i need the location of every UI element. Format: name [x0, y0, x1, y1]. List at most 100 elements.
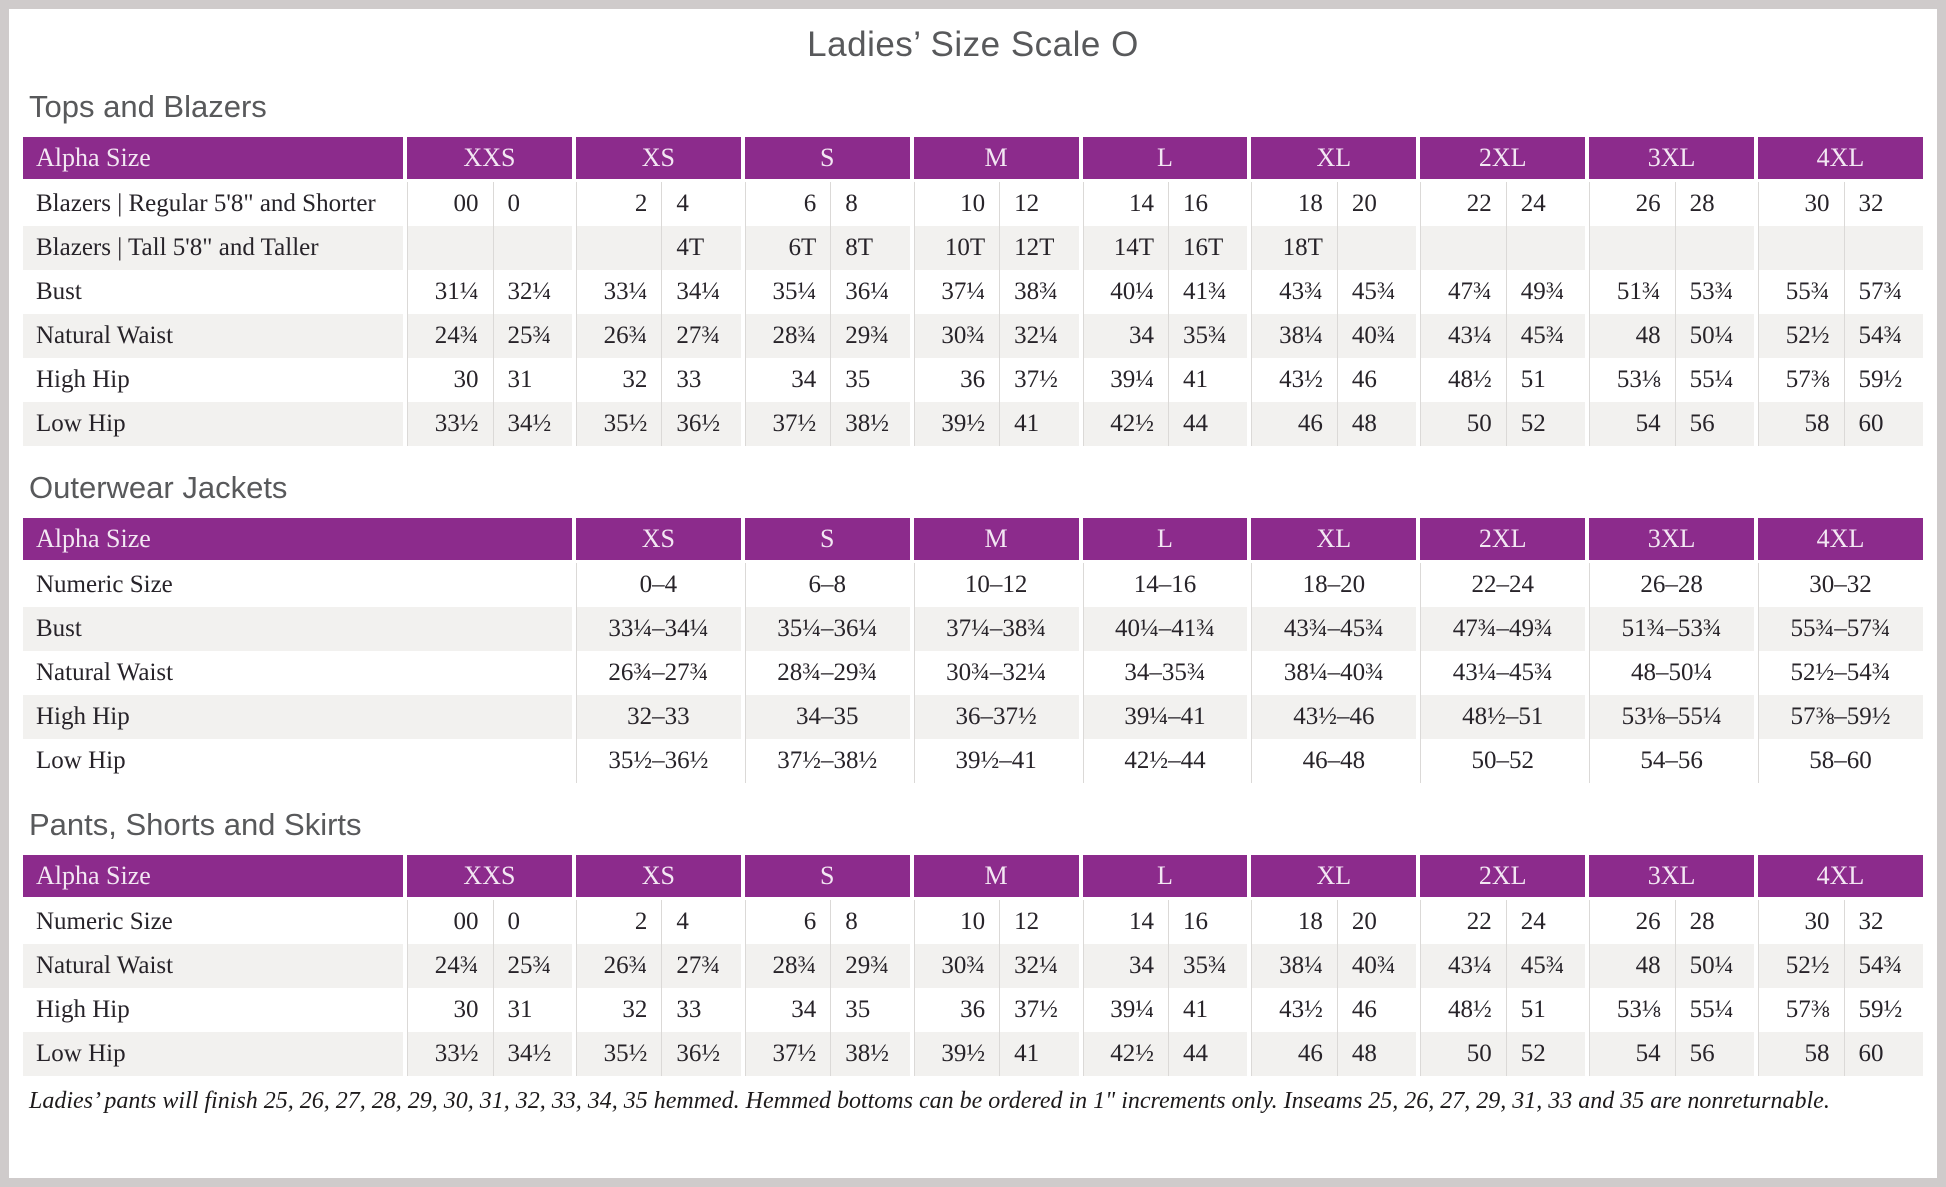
size-value-cell: 57¾ [1843, 270, 1923, 314]
size-value-cell: 45¾ [1336, 270, 1417, 314]
size-value-cell: 52 [1505, 402, 1586, 446]
size-value-cell: 35 [830, 358, 910, 402]
size-value-cell: 10 [909, 182, 1000, 226]
size-value-cell: 12 [999, 182, 1079, 226]
size-value-cell: 6T [740, 226, 831, 270]
size-value-cell: 48½ [1416, 988, 1506, 1032]
size-value-cell: 12 [999, 900, 1079, 944]
size-value-cell: 36 [909, 988, 1000, 1032]
size-value-cell: 43¼–45¾ [1416, 651, 1586, 695]
size-value-cell: 8 [830, 182, 910, 226]
table-row: Numeric Size 00 0 2 4 6 8 10 12 14 16 18 20 22 24 26 28 3… [23, 900, 1923, 944]
size-value-cell: 58–60 [1754, 739, 1923, 783]
size-value-cell: 57⅜ [1754, 988, 1844, 1032]
size-value-cell: 36½ [661, 1032, 741, 1076]
size-table-tops: Alpha Size XXS XS S M L XL 2XL 3XL 4XL Blazers | R… [23, 137, 1923, 446]
size-value-cell: 36½ [661, 402, 741, 446]
size-value-cell: 24 [1505, 900, 1586, 944]
size-column-header: S [740, 518, 910, 563]
size-value-cell: 57⅜ [1754, 358, 1844, 402]
size-value-cell [492, 226, 572, 270]
size-value-cell: 37½ [740, 1032, 831, 1076]
tables-container: Tops and Blazers Alpha Size XXS XS S M L XL 2XL 3… [23, 89, 1923, 1076]
size-value-cell: 2 [571, 900, 662, 944]
size-value-cell: 34½ [492, 1032, 572, 1076]
row-label: Natural Waist [23, 314, 403, 358]
size-value-cell: 25¾ [492, 944, 572, 988]
size-column-header: 3XL [1585, 137, 1754, 182]
size-value-cell: 28¾ [740, 314, 831, 358]
row-label: Numeric Size [23, 900, 403, 944]
table-row: Natural Waist 24¾ 25¾ 26¾ 27¾ 28¾ 29¾ 30¾ 32¼ 34 3… [23, 314, 1923, 358]
size-value-cell: 54¾ [1843, 944, 1923, 988]
size-value-cell: 31 [492, 358, 572, 402]
size-value-cell: 54 [1585, 402, 1675, 446]
size-value-cell: 34 [1078, 314, 1168, 358]
size-value-cell: 24 [1505, 182, 1586, 226]
size-value-cell: 24¾ [403, 944, 493, 988]
size-value-cell: 35½–36½ [571, 739, 741, 783]
row-label: Bust [23, 607, 572, 651]
size-value-cell: 14T [1078, 226, 1168, 270]
size-value-cell: 38½ [830, 402, 910, 446]
size-value-cell: 6 [740, 900, 831, 944]
size-value-cell: 14 [1078, 900, 1168, 944]
size-value-cell: 18 [1247, 182, 1337, 226]
size-value-cell: 39¼ [1078, 358, 1168, 402]
size-value-cell: 56 [1674, 1032, 1754, 1076]
size-value-cell: 48½ [1416, 358, 1506, 402]
size-value-cell: 58 [1754, 402, 1844, 446]
size-value-cell: 43¾–45¾ [1247, 607, 1417, 651]
row-label: High Hip [23, 988, 403, 1032]
size-value-cell: 30 [403, 988, 493, 1032]
size-value-cell: 50–52 [1416, 739, 1586, 783]
size-column-header: 4XL [1754, 855, 1923, 900]
size-value-cell [1505, 226, 1586, 270]
size-value-cell: 35½ [571, 402, 662, 446]
size-value-cell [1416, 226, 1506, 270]
size-value-cell: 30¾–32¼ [909, 651, 1079, 695]
row-label: High Hip [23, 358, 403, 402]
size-value-cell: 26¾ [571, 944, 662, 988]
size-value-cell: 30¾ [909, 944, 1000, 988]
size-value-cell: 55¼ [1674, 988, 1754, 1032]
table-row: High Hip 32–33 34–35 36–37½ 39¼–41 43½–46 48½–… [23, 695, 1923, 739]
size-value-cell: 36 [909, 358, 1000, 402]
size-value-cell: 42½–44 [1078, 739, 1248, 783]
size-table-pants: Alpha Size XXS XS S M L XL 2XL 3XL 4XL Numeric Siz… [23, 855, 1923, 1076]
size-value-cell: 32–33 [571, 695, 741, 739]
row-label: Blazers | Tall 5'8" and Taller [23, 226, 403, 270]
size-value-cell: 4T [661, 226, 741, 270]
size-value-cell: 54–56 [1585, 739, 1755, 783]
size-value-cell: 35¾ [1168, 944, 1248, 988]
size-column-header: M [909, 518, 1079, 563]
size-value-cell: 35½ [571, 1032, 662, 1076]
size-value-cell: 20 [1336, 900, 1417, 944]
size-value-cell: 16 [1168, 182, 1248, 226]
size-value-cell: 33 [661, 358, 741, 402]
size-value-cell: 30 [403, 358, 493, 402]
alpha-size-header: Alpha Size [23, 855, 403, 900]
size-value-cell: 32 [1843, 182, 1923, 226]
size-value-cell: 26¾ [571, 314, 662, 358]
size-value-cell: 18 [1247, 900, 1337, 944]
size-value-cell: 42½ [1078, 402, 1168, 446]
size-value-cell: 54 [1585, 1032, 1675, 1076]
size-value-cell: 30–32 [1754, 563, 1923, 607]
size-value-cell: 22 [1416, 900, 1506, 944]
size-value-cell: 28 [1674, 900, 1754, 944]
size-value-cell: 35¼–36¼ [740, 607, 910, 651]
size-value-cell: 26 [1585, 900, 1675, 944]
size-value-cell: 43½ [1247, 358, 1337, 402]
size-value-cell: 27¾ [661, 944, 741, 988]
size-value-cell: 4 [661, 900, 741, 944]
size-value-cell: 51¾ [1585, 270, 1675, 314]
size-value-cell: 46 [1247, 1032, 1337, 1076]
size-value-cell: 52 [1505, 1032, 1586, 1076]
size-value-cell: 44 [1168, 1032, 1248, 1076]
size-value-cell: 34½ [492, 402, 572, 446]
size-value-cell: 27¾ [661, 314, 741, 358]
size-column-header: 2XL [1416, 137, 1586, 182]
size-value-cell: 8T [830, 226, 910, 270]
size-value-cell: 20 [1336, 182, 1417, 226]
